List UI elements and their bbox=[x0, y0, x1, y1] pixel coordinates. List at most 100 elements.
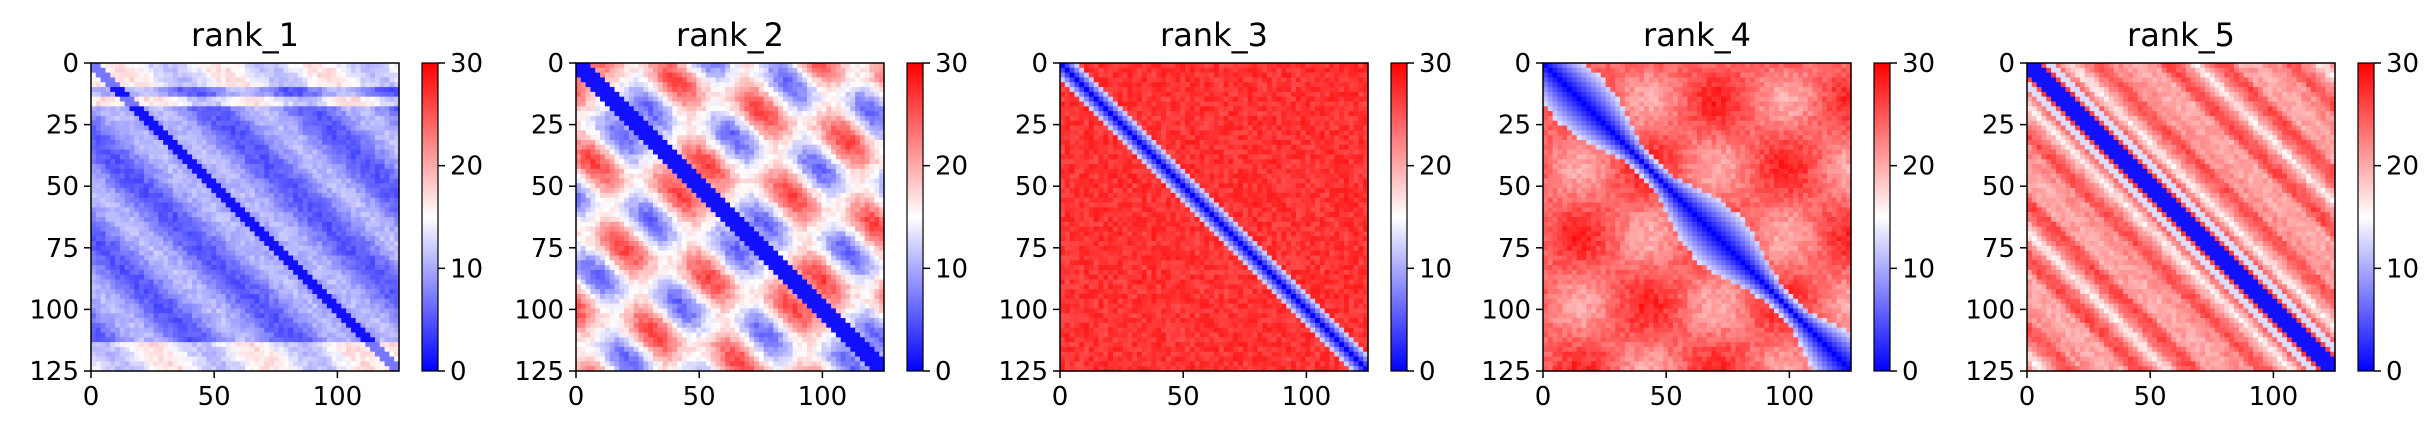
heatmap-cell bbox=[100, 130, 107, 136]
heatmap-cell bbox=[230, 327, 236, 334]
heatmap-cell bbox=[365, 140, 371, 146]
heatmap-cell bbox=[148, 332, 155, 338]
heatmap-cell bbox=[124, 188, 131, 194]
heatmap-cell bbox=[95, 164, 102, 170]
heatmap-cell bbox=[739, 67, 746, 74]
heatmap-cell bbox=[278, 188, 285, 194]
heatmap-cell bbox=[259, 63, 265, 69]
heatmap-cell bbox=[374, 274, 381, 281]
heatmap-cell bbox=[360, 106, 366, 112]
heatmap-cell bbox=[254, 217, 261, 223]
heatmap-cell bbox=[681, 72, 688, 79]
heatmap-cell bbox=[206, 101, 212, 107]
heatmap-cell bbox=[792, 115, 798, 122]
heatmap-cell bbox=[249, 231, 256, 237]
heatmap-cell bbox=[283, 159, 289, 165]
heatmap-cell bbox=[288, 250, 294, 257]
heatmap-cell bbox=[336, 250, 342, 257]
heatmap-cell bbox=[744, 96, 750, 103]
heatmap-cell bbox=[206, 361, 212, 367]
heatmap-cell bbox=[225, 337, 232, 343]
heatmap-cell bbox=[379, 115, 386, 122]
heatmap-cell bbox=[168, 245, 174, 252]
heatmap-cell bbox=[374, 250, 381, 257]
heatmap-cell bbox=[879, 111, 885, 117]
heatmap-cell bbox=[346, 356, 352, 362]
heatmap-cell bbox=[326, 135, 333, 141]
heatmap-cell bbox=[855, 72, 861, 79]
heatmap-cell bbox=[288, 217, 294, 223]
heatmap-cell bbox=[394, 125, 400, 131]
heatmap-cell bbox=[710, 101, 717, 107]
heatmap-cell bbox=[379, 337, 386, 343]
heatmap-cell bbox=[331, 265, 338, 271]
heatmap-cell bbox=[326, 241, 333, 247]
heatmap-cell bbox=[720, 111, 726, 117]
heatmap-cell bbox=[346, 303, 352, 310]
heatmap-cell bbox=[600, 82, 606, 88]
heatmap-cell bbox=[158, 245, 164, 252]
heatmap-cell bbox=[379, 173, 386, 180]
heatmap-cell bbox=[129, 173, 135, 180]
heatmap-cell bbox=[273, 144, 280, 151]
heatmap-cell bbox=[696, 87, 702, 93]
heatmap-cell bbox=[278, 115, 285, 122]
heatmap-cell bbox=[134, 120, 140, 127]
heatmap-cell bbox=[211, 279, 217, 285]
heatmap-cell bbox=[182, 115, 188, 122]
heatmap-cell bbox=[307, 125, 313, 131]
heatmap-cell bbox=[389, 221, 395, 228]
heatmap-cell bbox=[355, 303, 362, 310]
heatmap-cell bbox=[206, 91, 212, 98]
heatmap-cell bbox=[283, 178, 289, 184]
heatmap-cell bbox=[879, 67, 885, 74]
heatmap-cell bbox=[124, 337, 131, 343]
heatmap-cell bbox=[384, 366, 390, 372]
heatmap-cell bbox=[230, 115, 236, 122]
heatmap-cell bbox=[619, 72, 625, 79]
heatmap-cell bbox=[245, 197, 251, 204]
heatmap-cell bbox=[326, 159, 333, 165]
heatmap-cell bbox=[686, 72, 693, 79]
heatmap-cell bbox=[182, 125, 188, 131]
heatmap-cell bbox=[600, 91, 606, 98]
heatmap-cell bbox=[129, 168, 135, 175]
heatmap-cell bbox=[643, 106, 649, 112]
heatmap-cell bbox=[187, 245, 193, 252]
heatmap-cell bbox=[389, 202, 395, 208]
heatmap-cell bbox=[331, 221, 338, 228]
heatmap-cell bbox=[341, 188, 347, 194]
heatmap-cell bbox=[355, 111, 362, 117]
heatmap-cell bbox=[389, 260, 395, 266]
heatmap-cell bbox=[91, 168, 97, 175]
heatmap-cell bbox=[341, 250, 347, 257]
heatmap-cell bbox=[346, 154, 352, 160]
heatmap-cell bbox=[624, 115, 630, 122]
heatmap-cell bbox=[585, 111, 592, 117]
heatmap-cell bbox=[273, 192, 280, 199]
heatmap-cell bbox=[346, 255, 352, 261]
heatmap-cell bbox=[350, 120, 357, 127]
heatmap-cell bbox=[201, 96, 208, 103]
heatmap-cell bbox=[230, 125, 236, 131]
heatmap-cell bbox=[168, 212, 174, 218]
heatmap-cell bbox=[297, 289, 304, 295]
heatmap-cell bbox=[254, 91, 261, 98]
heatmap-cell bbox=[384, 106, 390, 112]
heatmap-cell bbox=[653, 63, 659, 69]
heatmap-cell bbox=[235, 269, 241, 276]
heatmap-cell bbox=[302, 308, 309, 314]
heatmap-cell bbox=[100, 274, 107, 281]
heatmap-cell bbox=[739, 77, 746, 83]
heatmap-cell bbox=[139, 217, 145, 223]
heatmap-cell bbox=[211, 168, 217, 175]
heatmap-cell bbox=[124, 284, 131, 290]
heatmap-cell bbox=[720, 106, 726, 112]
heatmap-cell bbox=[148, 351, 155, 358]
heatmap-cell bbox=[360, 322, 366, 329]
heatmap-cell bbox=[254, 101, 261, 107]
heatmap-cell bbox=[110, 111, 116, 117]
heatmap-cell bbox=[196, 313, 203, 319]
y-tick-label: 25 bbox=[46, 111, 79, 141]
heatmap-cell bbox=[163, 63, 169, 69]
